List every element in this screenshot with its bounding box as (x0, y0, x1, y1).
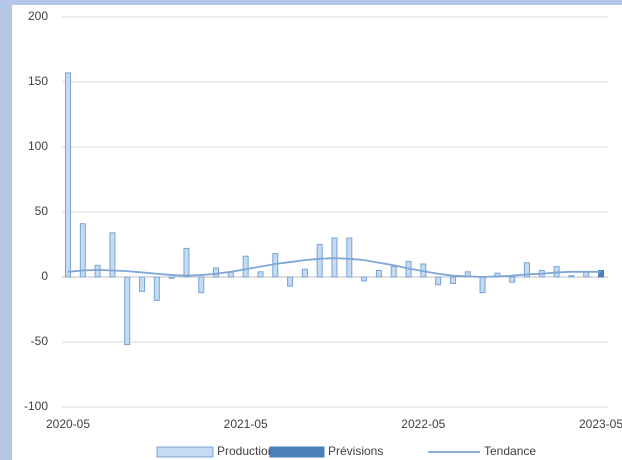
bar (153, 276, 160, 301)
bar (346, 237, 353, 278)
bar (568, 275, 575, 278)
y-tick-label: 0 (41, 269, 48, 283)
bar (94, 264, 101, 278)
bar (390, 266, 397, 278)
legend-label: Prévisions (328, 444, 383, 458)
y-tick-label: 100 (28, 139, 48, 153)
bar (287, 276, 294, 287)
bar (316, 244, 323, 278)
bar (598, 270, 604, 278)
y-tick-label: -100 (24, 399, 48, 413)
bar (109, 232, 116, 278)
trend-line (67, 257, 601, 278)
bar (509, 276, 516, 283)
x-tick-label: 2020-05 (46, 417, 90, 431)
bar (435, 276, 442, 286)
x-tick-label: 2022-05 (401, 417, 445, 431)
panel (12, 5, 622, 460)
legend-swatch (156, 446, 214, 458)
bar (257, 271, 264, 278)
bar (168, 276, 175, 279)
legend-label: Tendance (484, 444, 536, 458)
bar (375, 270, 382, 278)
bar (65, 72, 71, 278)
bar (242, 255, 249, 278)
x-tick-label: 2023-05 (579, 417, 622, 431)
bar (139, 276, 146, 292)
y-tick-label: -50 (31, 334, 49, 348)
legend-swatch (269, 446, 325, 458)
bar (198, 276, 205, 294)
y-tick-label: 150 (28, 74, 48, 88)
y-tick-label: 200 (28, 9, 48, 23)
bar (479, 276, 486, 294)
bar (449, 276, 456, 284)
bar (361, 276, 368, 282)
legend-label: Production (217, 444, 274, 458)
bar (301, 268, 308, 278)
bar (523, 262, 530, 278)
bar (183, 247, 190, 278)
x-tick-label: 2021-05 (224, 417, 268, 431)
bar (124, 276, 131, 346)
bar (79, 223, 86, 278)
bar (272, 253, 279, 278)
bar (213, 267, 220, 278)
y-tick-label: 50 (35, 204, 49, 218)
